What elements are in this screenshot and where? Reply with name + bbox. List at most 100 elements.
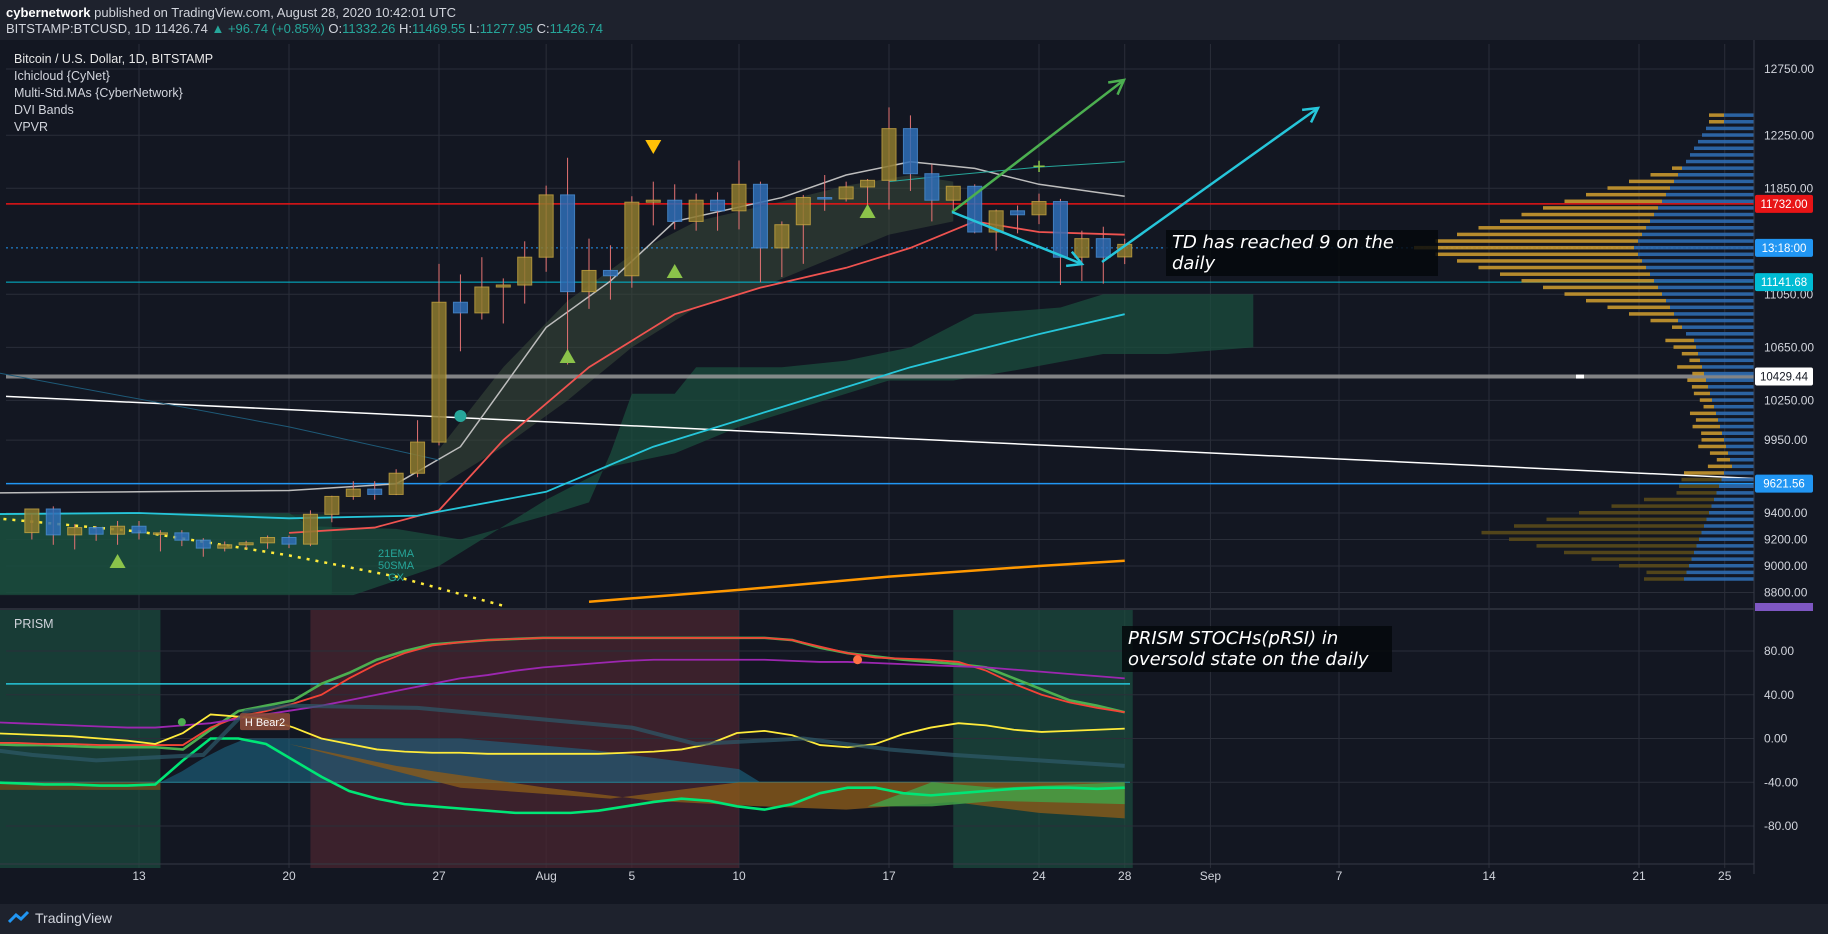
vp-bar-blue <box>1707 518 1755 522</box>
vp-bar-gold <box>1509 537 1699 541</box>
date-tick-label: 21 <box>1632 869 1646 883</box>
date-tick-label: 10 <box>732 869 746 883</box>
prism-note: PRISM STOCHs(pRSI) in oversold state on … <box>1122 626 1392 672</box>
vp-bar-gold <box>1679 484 1719 488</box>
candle-body <box>239 543 253 545</box>
vp-bar-blue <box>1646 266 1754 270</box>
candle-body <box>882 129 896 181</box>
vp-bar-blue <box>1638 239 1754 243</box>
candle-body <box>753 184 767 248</box>
vp-bar-blue <box>1642 259 1754 263</box>
vp-bar-blue <box>1728 451 1754 455</box>
candle-body <box>153 533 167 535</box>
vp-bar-gold <box>1522 279 1655 283</box>
vp-bar-gold <box>1579 511 1709 515</box>
vp-bar-blue <box>1650 219 1754 223</box>
vp-bar-gold <box>1647 571 1687 575</box>
candle-body <box>46 509 60 535</box>
candle-body <box>1096 239 1110 258</box>
price-label-text: 9621.56 <box>1763 479 1805 491</box>
date-tick-label: 25 <box>1718 869 1732 883</box>
vp-bar-gold <box>1672 166 1682 170</box>
vp-bar-blue <box>1654 279 1754 283</box>
vp-bar-blue <box>1682 166 1754 170</box>
legend-title: Bitcoin / U.S. Dollar, 1D, BITSTAMP <box>14 51 213 68</box>
candle-body <box>1032 202 1046 215</box>
vp-bar-blue <box>1662 292 1754 296</box>
vp-bar-blue <box>1692 557 1755 561</box>
prism-signal-dot <box>853 655 862 664</box>
vp-bar-blue <box>1706 378 1754 382</box>
vp-bar-gold <box>1687 378 1706 382</box>
date-tick-label: 17 <box>882 869 896 883</box>
vp-bar-gold <box>1682 352 1698 356</box>
vp-bar-blue <box>1722 478 1755 482</box>
vp-bar-blue <box>1686 160 1754 164</box>
vp-bar-gold <box>1677 491 1717 495</box>
candle-body <box>325 496 339 514</box>
price-label-text: 10429.44 <box>1760 372 1809 384</box>
vp-bar-gold <box>1692 372 1704 376</box>
chart-canvas[interactable]: +21EMA50SMAGX H Bear2 12750.00 12250.00 1185… <box>0 40 1828 904</box>
legend-indicator[interactable]: DVI Bands <box>14 102 213 119</box>
candle-body <box>25 509 39 533</box>
vp-bar-blue <box>1654 213 1754 217</box>
price-tick-label: 9000.00 <box>1764 559 1808 573</box>
tradingview-logo[interactable]: TradingView <box>8 910 112 926</box>
author-name[interactable]: cybernetwork <box>6 5 91 20</box>
vp-bar-gold <box>1701 431 1722 435</box>
last-price: 11426.74 <box>155 21 208 36</box>
candle-body <box>561 195 575 292</box>
candle-body <box>432 302 446 442</box>
vp-bar-gold <box>1514 524 1704 528</box>
vp-bar-gold <box>1690 412 1716 416</box>
vp-bar-gold <box>1537 544 1697 548</box>
candle-body <box>646 200 660 202</box>
vp-bar-blue <box>1658 286 1754 290</box>
date-tick-label: 27 <box>432 869 446 883</box>
vp-bar-gold <box>1717 458 1730 462</box>
legend-indicator[interactable]: Multi-Std.MAs {CyberNetwork} <box>14 85 213 102</box>
vp-bar-gold <box>1436 239 1639 243</box>
legend-indicator[interactable]: Ichicloud {CyNet} <box>14 68 213 85</box>
vp-bar-blue <box>1714 498 1754 502</box>
prism-tick-label: 80.00 <box>1764 644 1794 658</box>
candle-body <box>89 528 103 535</box>
vp-bar-blue <box>1670 186 1754 190</box>
price-tick-label: 10250.00 <box>1764 393 1814 407</box>
vp-bar-blue <box>1694 551 1754 555</box>
candle-body <box>903 129 917 174</box>
price-label-cut <box>1755 603 1813 611</box>
date-tick-label: 7 <box>1336 869 1343 883</box>
h-bear-text: H Bear2 <box>245 717 285 729</box>
vp-bar-gold <box>1644 577 1684 581</box>
vp-bar-gold <box>1547 518 1707 522</box>
vp-bar-blue <box>1698 140 1754 144</box>
candle-body <box>625 202 639 276</box>
vp-bar-blue <box>1666 193 1754 197</box>
vp-bar-gold <box>1629 312 1674 316</box>
vp-bar-gold <box>1619 564 1689 568</box>
price-label-badge: 11141.68 <box>1755 273 1813 291</box>
candle-body <box>818 198 832 200</box>
vp-bar-gold <box>1709 113 1724 117</box>
vp-bar-blue <box>1712 398 1754 402</box>
vp-bar-gold <box>1543 206 1658 210</box>
chart-legend: Bitcoin / U.S. Dollar, 1D, BITSTAMP Ichi… <box>14 51 213 136</box>
price-label-text: 13:18:00 <box>1762 243 1807 255</box>
vp-bar-gold <box>1692 385 1708 389</box>
vp-bar-gold <box>1708 465 1732 469</box>
legend-indicator[interactable]: VPVR <box>14 119 213 136</box>
ema-label-text: 21EMA <box>378 548 415 560</box>
vp-bar-gold <box>1482 531 1702 535</box>
vp-bar-gold <box>1702 438 1724 442</box>
vp-bar-gold <box>1500 272 1650 276</box>
candle-body <box>68 528 82 535</box>
h-bear-label: H Bear2 <box>240 713 290 730</box>
vp-bar-blue <box>1724 113 1754 117</box>
vp-bar-gold <box>1689 359 1700 363</box>
vp-bar-gold <box>1704 405 1714 409</box>
price-tick-label: 11850.00 <box>1764 181 1813 195</box>
vp-bar-gold <box>1682 478 1722 482</box>
vp-bar-blue <box>1716 412 1754 416</box>
